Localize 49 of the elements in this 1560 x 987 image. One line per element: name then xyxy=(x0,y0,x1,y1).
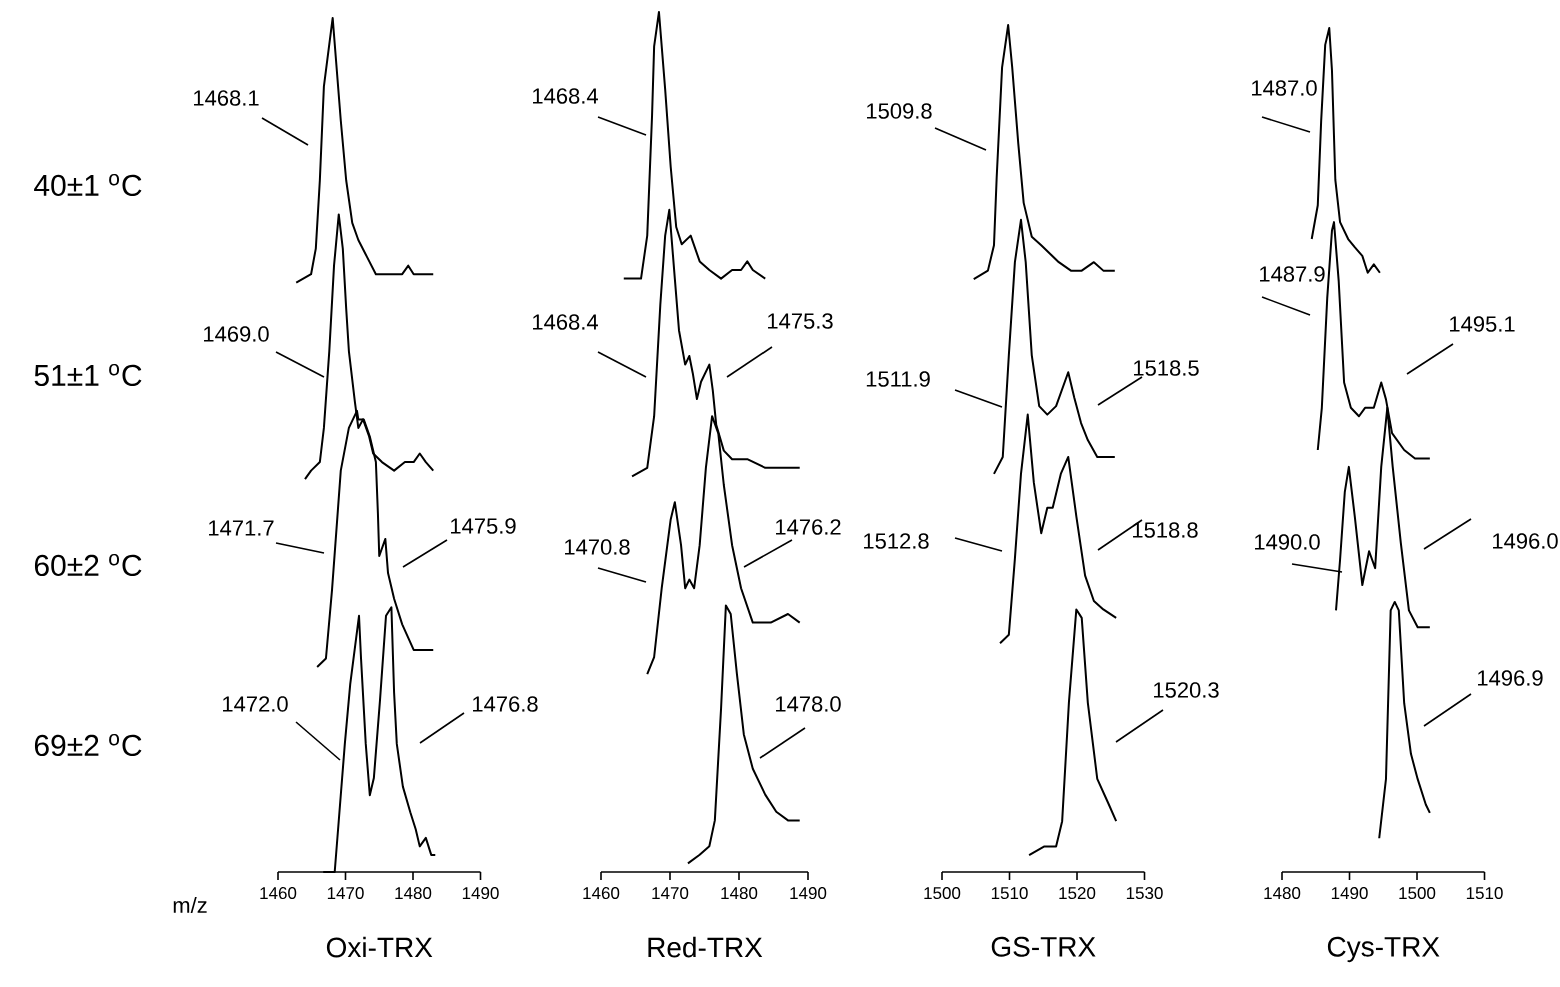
x-axis-title: Oxi-TRX xyxy=(326,936,433,958)
x-tick-label: 1530 xyxy=(1126,887,1163,900)
x-tick-label: 1510 xyxy=(991,887,1028,900)
annotation: 1472.0 xyxy=(223,696,288,712)
annotation: 1470.8 xyxy=(565,539,630,555)
annotation: 1476.8 xyxy=(473,696,538,712)
x-axis-title: Cys-TRX xyxy=(1327,936,1440,963)
text: 1512.8 xyxy=(864,533,929,549)
text: 1520.3 xyxy=(1154,682,1219,698)
text: 1471.7 xyxy=(209,520,274,536)
x-tick-label: 1490 xyxy=(790,887,827,900)
annotation: 1476.2 xyxy=(776,519,841,535)
x-tick-label: 1480 xyxy=(1264,887,1301,900)
x-axis-title: Red-TRX xyxy=(648,936,763,958)
text: 1468.1 xyxy=(194,90,259,106)
text: 1469.0 xyxy=(204,326,269,342)
x-tick-label: 1480 xyxy=(721,887,758,900)
annotation: 1518.8 xyxy=(1133,522,1198,538)
x-tick-label: 1460 xyxy=(583,887,620,900)
annotation: 1496.9 xyxy=(1478,670,1543,686)
annotation: 1475.9 xyxy=(451,518,516,534)
annotation: 1487.0 xyxy=(1252,80,1317,96)
text: 1468.4 xyxy=(533,314,598,330)
x-tick-label: 1500 xyxy=(1399,887,1436,900)
x-tick-label: 1520 xyxy=(1059,887,1096,900)
x-axis-title: GS-TRX xyxy=(991,936,1096,957)
text: 60±2 $^{o}$C xyxy=(34,553,142,577)
x-tick-label: 1460 xyxy=(260,887,297,900)
annotation: 1478.0 xyxy=(776,696,841,712)
x-tick-label: 1490 xyxy=(462,887,499,900)
x-tick-label: 1510 xyxy=(1466,887,1503,900)
x-tick-label: 1470 xyxy=(327,887,364,900)
annotation: 1518.5 xyxy=(1134,360,1199,376)
x-tick-label: 1480 xyxy=(395,887,432,900)
text: 1496.0 xyxy=(1493,533,1558,549)
annotation: 1490.0 xyxy=(1255,534,1320,550)
x-tick-label: 1500 xyxy=(924,887,961,900)
text: 40±1 $^{o}$C xyxy=(34,173,142,197)
x-tick-label: 1490 xyxy=(1331,887,1368,900)
annotation: 1475.3 xyxy=(768,313,833,329)
text: 69±2 $^{o}$C xyxy=(34,733,142,757)
annotation: 1495.1 xyxy=(1450,316,1515,332)
text: m/z xyxy=(173,896,207,914)
annotation: 1487.9 xyxy=(1260,266,1325,282)
text: 1509.8 xyxy=(867,103,932,119)
text: 1468.4 xyxy=(533,88,598,104)
x-tick-label: 1470 xyxy=(652,887,689,900)
text: 51±1 $^{o}$C xyxy=(34,363,142,387)
text: 1511.9 xyxy=(866,371,930,387)
